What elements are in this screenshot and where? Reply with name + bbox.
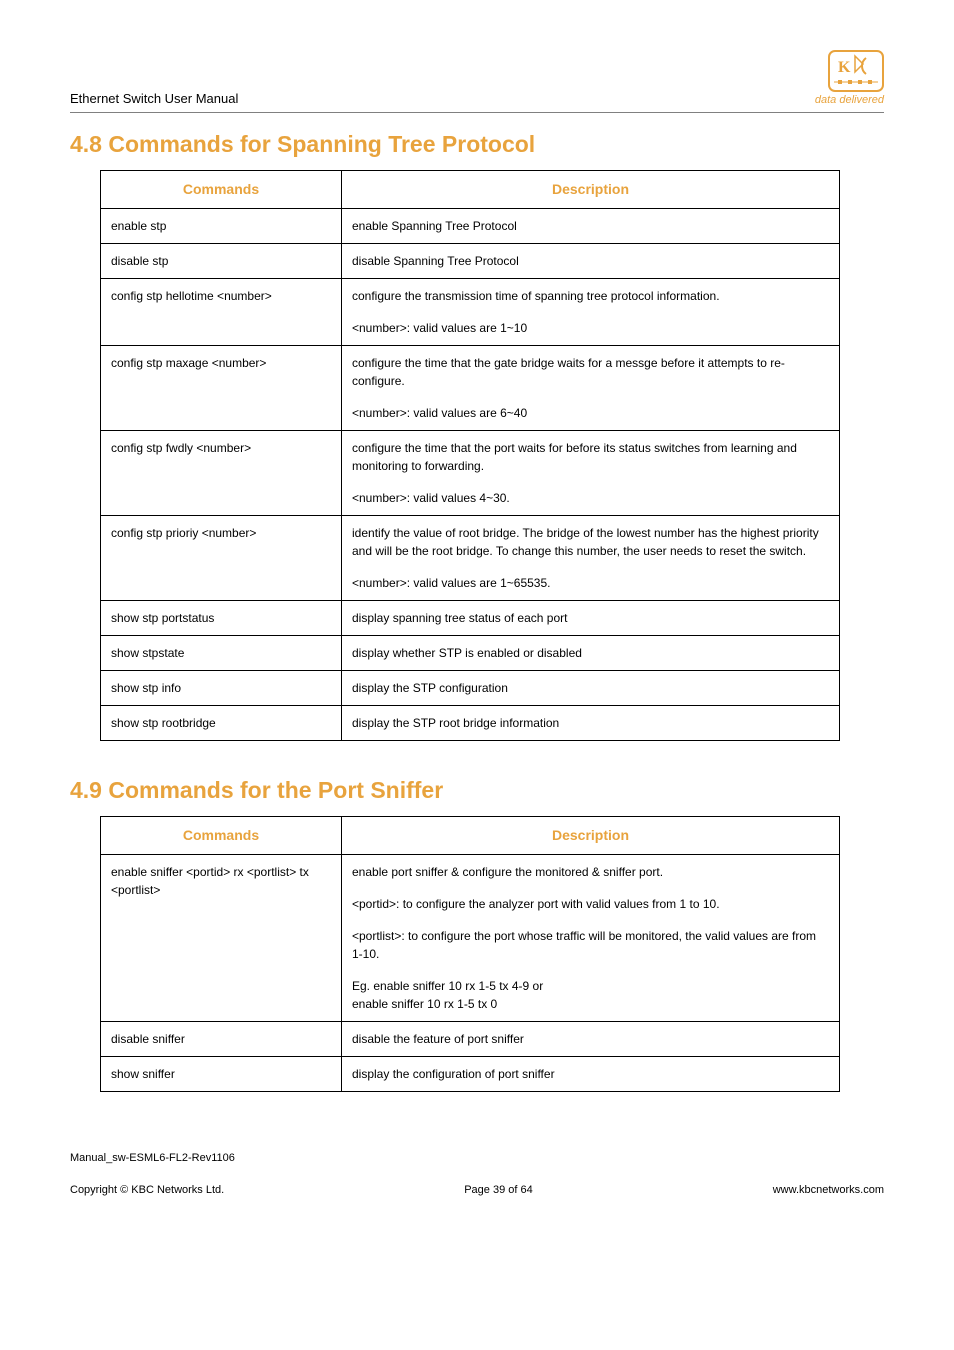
table-row: disable sniffer disable the feature of po… (101, 1022, 840, 1057)
description-cell: disable Spanning Tree Protocol (342, 244, 840, 279)
logo: K data delivered (815, 50, 884, 106)
description-text: configure the time that the gate bridge … (352, 354, 829, 390)
description-cell: display whether STP is enabled or disabl… (342, 636, 840, 671)
table-sniffer-commands: Commands Description enable sniffer <por… (100, 816, 840, 1092)
command-cell: disable stp (101, 244, 342, 279)
table-row: enable sniffer <portid> rx <portlist> tx… (101, 855, 840, 1022)
kbc-logo-icon: K (828, 50, 884, 92)
description-text: <number>: valid values are 6~40 (352, 404, 829, 422)
footer-page-number: Page 39 of 64 (464, 1184, 533, 1196)
section-49-title: 4.9 Commands for the Port Sniffer (70, 777, 884, 804)
description-text: <number>: valid values 4~30. (352, 489, 829, 507)
command-cell: config stp maxage <number> (101, 346, 342, 431)
description-cell: enable port sniffer & configure the moni… (342, 855, 840, 1022)
table-row: config stp maxage <number> configure the … (101, 346, 840, 431)
description-text: configure the transmission time of spann… (352, 287, 829, 305)
footer-manual-id: Manual_sw-ESML6-FL2-Rev1106 (70, 1152, 884, 1164)
description-cell: enable Spanning Tree Protocol (342, 209, 840, 244)
col-header-commands: Commands (101, 817, 342, 855)
section-48-title: 4.8 Commands for Spanning Tree Protocol (70, 131, 884, 158)
page-header: Ethernet Switch User Manual K data deliv… (70, 50, 884, 113)
description-cell: display the STP root bridge information (342, 706, 840, 741)
command-cell: show stp portstatus (101, 601, 342, 636)
description-text: Eg. enable sniffer 10 rx 1-5 tx 4-9 oren… (352, 977, 829, 1013)
table-stp-commands: Commands Description enable stp enable Sp… (100, 170, 840, 741)
logo-tagline: data delivered (815, 94, 884, 106)
command-cell: show stp rootbridge (101, 706, 342, 741)
table-row: config stp fwdly <number> configure the t… (101, 431, 840, 516)
description-text: <portid>: to configure the analyzer port… (352, 895, 829, 913)
table-row: show stp info display the STP configurati… (101, 671, 840, 706)
description-cell: display spanning tree status of each por… (342, 601, 840, 636)
col-header-description: Description (342, 817, 840, 855)
description-cell: configure the time that the gate bridge … (342, 346, 840, 431)
description-text: <number>: valid values are 1~65535. (352, 574, 829, 592)
description-text: identify the value of root bridge. The b… (352, 524, 829, 560)
command-cell: show stpstate (101, 636, 342, 671)
table-row: enable stp enable Spanning Tree Protocol (101, 209, 840, 244)
description-text: enable Spanning Tree Protocol (352, 217, 829, 235)
description-text: disable the feature of port sniffer (352, 1030, 829, 1048)
footer-copyright: Copyright © KBC Networks Ltd. (70, 1184, 224, 1196)
description-text: disable Spanning Tree Protocol (352, 252, 829, 270)
description-cell: configure the transmission time of spann… (342, 279, 840, 346)
table-row: disable stp disable Spanning Tree Protoco… (101, 244, 840, 279)
description-cell: configure the time that the port waits f… (342, 431, 840, 516)
col-header-commands: Commands (101, 171, 342, 209)
manual-title: Ethernet Switch User Manual (70, 91, 238, 106)
description-cell: display the STP configuration (342, 671, 840, 706)
table-row: config stp prioriy <number> identify the … (101, 516, 840, 601)
description-text: <number>: valid values are 1~10 (352, 319, 829, 337)
command-cell: config stp hellotime <number> (101, 279, 342, 346)
description-text: <portlist>: to configure the port whose … (352, 927, 829, 963)
command-cell: show sniffer (101, 1057, 342, 1092)
page-footer: Manual_sw-ESML6-FL2-Rev1106 Copyright © … (70, 1152, 884, 1196)
description-cell: display the configuration of port sniffe… (342, 1057, 840, 1092)
command-cell: enable stp (101, 209, 342, 244)
command-cell: enable sniffer <portid> rx <portlist> tx… (101, 855, 342, 1022)
description-text: display the STP configuration (352, 679, 829, 697)
description-cell: disable the feature of port sniffer (342, 1022, 840, 1057)
description-text: display whether STP is enabled or disabl… (352, 644, 829, 662)
command-cell: config stp prioriy <number> (101, 516, 342, 601)
description-cell: identify the value of root bridge. The b… (342, 516, 840, 601)
description-text: display the configuration of port sniffe… (352, 1065, 829, 1083)
table-row: show stpstate display whether STP is enab… (101, 636, 840, 671)
command-cell: show stp info (101, 671, 342, 706)
footer-url: www.kbcnetworks.com (773, 1184, 884, 1196)
svg-text:K: K (838, 59, 851, 76)
table-row: show stp portstatus display spanning tree… (101, 601, 840, 636)
table-row: show sniffer display the configuration of… (101, 1057, 840, 1092)
table-row: show stp rootbridge display the STP root … (101, 706, 840, 741)
description-text: enable port sniffer & configure the moni… (352, 863, 829, 881)
description-text: display the STP root bridge information (352, 714, 829, 732)
command-cell: disable sniffer (101, 1022, 342, 1057)
table-row: config stp hellotime <number> configure t… (101, 279, 840, 346)
command-cell: config stp fwdly <number> (101, 431, 342, 516)
description-text: configure the time that the port waits f… (352, 439, 829, 475)
col-header-description: Description (342, 171, 840, 209)
description-text: display spanning tree status of each por… (352, 609, 829, 627)
